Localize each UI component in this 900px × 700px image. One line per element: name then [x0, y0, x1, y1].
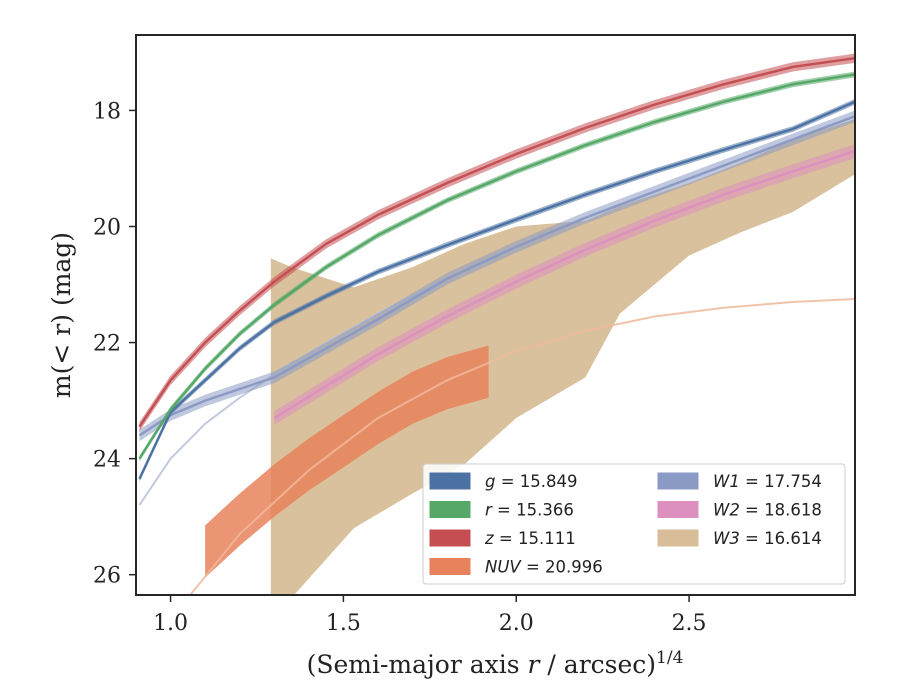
legend-symbol: W2 [713, 501, 740, 520]
legend-value: = 15.111 [494, 529, 576, 548]
legend-symbol: r [485, 501, 493, 520]
plot-frame [135, 34, 856, 596]
series-band-w2 [274, 144, 855, 425]
y-tick-label: 24 [93, 448, 121, 473]
legend-label-r: r = 15.366 [485, 501, 574, 520]
x-tick-label: 2.5 [672, 611, 707, 636]
legend-symbol: W1 [713, 472, 740, 491]
legend-swatch-w1 [657, 472, 699, 490]
legend-value: = 17.754 [740, 472, 822, 491]
legend-value: = 16.614 [740, 529, 822, 548]
x-tick-label: 2.0 [499, 611, 534, 636]
legend-swatch-g [429, 472, 471, 490]
series-band-w1 [139, 110, 855, 442]
legend-label-w2: W2 = 18.618 [713, 501, 822, 520]
series-line-w2 [273, 149, 855, 420]
legend-swatch-z [429, 529, 471, 547]
series-layer [138, 53, 855, 595]
legend-value: = 20.996 [521, 558, 603, 577]
y-tick-label: 20 [93, 216, 121, 241]
series-band-nuv [205, 345, 489, 578]
legend-symbol: z [484, 529, 494, 548]
legend-symbol: NUV [485, 558, 522, 577]
x-axis-title: (Semi-major axis r / arcsec)1/4 [307, 648, 684, 679]
legend-value: = 15.849 [495, 472, 577, 491]
legend-label-nuv: NUV = 20.996 [485, 558, 603, 577]
series-band-w3 [270, 119, 855, 595]
y-tick-label: 18 [93, 99, 121, 124]
x-tick-label: 1.0 [153, 611, 188, 636]
legend-label-w1: W1 = 17.754 [713, 472, 822, 491]
series-line-g [138, 100, 855, 480]
y-axis: 18 20 22 24 26 [93, 99, 136, 589]
legend-label-g: g = 15.849 [485, 472, 578, 491]
legend-symbol: g [485, 472, 495, 491]
y-tick-label: 26 [93, 564, 121, 589]
legend-swatch-r [429, 501, 471, 518]
series-line-r [138, 73, 855, 460]
legend-swatch-nuv [429, 558, 471, 575]
legend-swatch-w2 [657, 501, 699, 518]
series-line-w1 [138, 115, 855, 437]
legend-swatch-w3 [657, 529, 699, 547]
legend-label-w3: W3 = 16.614 [713, 529, 822, 548]
legend-symbol: W3 [713, 529, 740, 548]
series-line-z [138, 57, 855, 428]
x-tick-label: 1.5 [326, 611, 361, 636]
series-line-faint-7 [188, 298, 855, 595]
legend-value: = 15.366 [492, 501, 574, 520]
legend-label-z: z = 15.111 [484, 529, 576, 548]
y-axis-title: m(< r) (mag) [47, 232, 76, 398]
y-tick-label: 22 [93, 332, 121, 357]
legend-value: = 18.618 [740, 501, 822, 520]
legend-frame [422, 463, 846, 585]
x-axis: 1.0 1.5 2.0 2.5 [153, 595, 707, 636]
